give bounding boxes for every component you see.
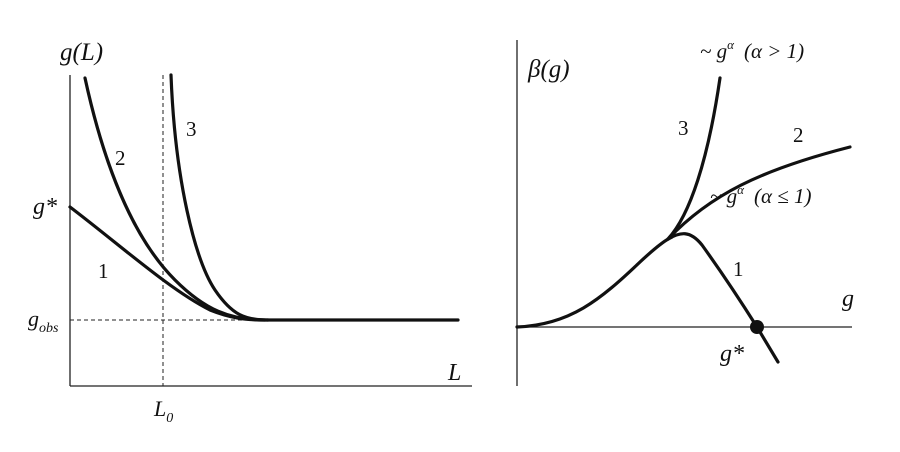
- curve-label: 1: [733, 257, 744, 281]
- curve-label: 2: [793, 123, 804, 147]
- curve-3: [666, 76, 722, 241]
- curve-2: [83, 76, 267, 322]
- asymptote-prefix: ~ g: [710, 184, 737, 208]
- observed-base: g: [28, 306, 39, 331]
- fixed-point-label: g*: [720, 341, 744, 367]
- curve-1: [68, 205, 460, 322]
- common-branch: [515, 235, 674, 329]
- y-axis-label: g(L): [60, 39, 103, 66]
- curve-2: [666, 145, 852, 241]
- fixed-point-dot: [750, 320, 764, 334]
- l0-label: L0: [153, 396, 173, 426]
- asymptote-prefix: ~ g: [700, 39, 727, 63]
- curve-label: 2: [115, 146, 126, 170]
- y-axis-label: β(g): [527, 56, 570, 83]
- asymptote-condition: (α > 1): [744, 39, 804, 63]
- curve-label: 3: [678, 116, 689, 140]
- asymptote-condition: (α ≤ 1): [754, 184, 812, 208]
- observed-sub: obs: [39, 321, 59, 336]
- left-panel: g(L) L L0 g* gobs 1 2 3: [28, 39, 472, 426]
- fixed-point-label: g*: [33, 194, 57, 220]
- curve-3: [169, 73, 270, 322]
- asymptote-label: ~ gα (α > 1): [700, 37, 804, 63]
- observed-label: gobs: [28, 306, 59, 336]
- curve-label: 1: [98, 259, 109, 283]
- l0-base: L: [153, 396, 166, 421]
- curve-1: [666, 232, 780, 364]
- asymptote-sup: α: [727, 37, 735, 52]
- asymptote-sup: α: [737, 182, 745, 197]
- x-axis-label: g: [842, 286, 854, 312]
- curve-label: 3: [186, 117, 197, 141]
- x-axis-label: L: [447, 360, 461, 386]
- l0-sub: 0: [166, 411, 173, 426]
- right-panel: β(g) g g* 1 2 3 ~ gα (α > 1) ~ gα (α ≤ 1): [515, 37, 854, 386]
- asymptote-label: ~ gα (α ≤ 1): [710, 182, 812, 208]
